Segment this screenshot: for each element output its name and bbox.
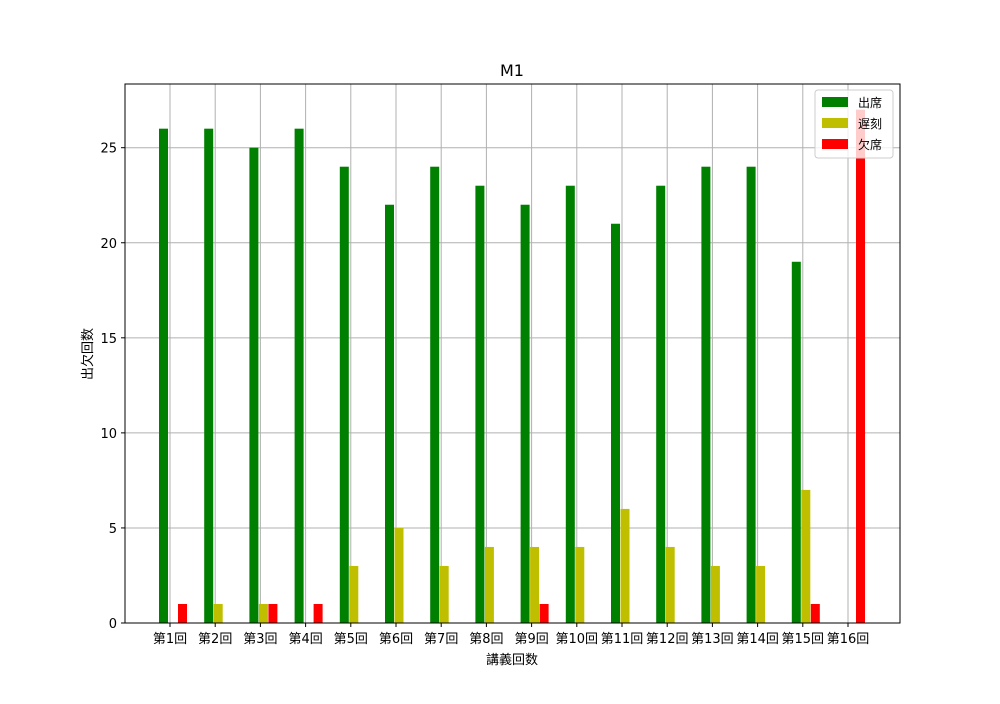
y-tick-label: 25 [100,142,117,157]
bar [575,546,585,623]
legend-swatch [822,118,848,128]
y-tick-label: 20 [100,237,117,252]
chart-title: M1 [500,61,524,80]
x-tick-label: 第9回 [514,632,548,647]
x-tick-label: 第6回 [379,632,413,647]
x-tick-label: 第13回 [691,632,734,647]
y-tick-label: 10 [100,427,117,442]
bar [746,166,756,623]
x-tick-label: 第7回 [424,632,458,647]
bar [856,109,865,623]
bar [565,185,575,623]
bar [178,603,187,623]
bar [620,508,630,623]
x-tick-label: 第3回 [243,632,277,647]
x-tick-label: 第11回 [601,632,644,647]
grid-lines [125,84,900,624]
bar [394,527,404,623]
x-tick-label: 第1回 [153,632,187,647]
x-tick-label: 第2回 [198,632,232,647]
plot-frame [124,83,901,624]
bar [530,546,540,623]
bar [249,147,259,624]
x-tick-label: 第15回 [782,632,825,647]
legend-label: 遅刻 [858,117,882,131]
y-axis-label: 出欠回数 [80,328,96,380]
x-ticks: 第1回 第2回 第3回 第4回 第5回 第6回 第7回 第8回 第9回 第10回 第11回 第12回第… [153,623,869,647]
bar [349,565,359,623]
legend-swatch [822,97,848,107]
bar [611,223,620,624]
y-ticks: 0 5 10 15 20 25 [100,142,125,632]
bar [539,603,549,623]
bar [258,603,268,623]
x-tick-label: 第4回 [288,632,322,647]
x-axis-label: 講義回数 [486,652,538,668]
bar [701,166,711,623]
bar [710,565,720,623]
bars [159,109,865,624]
x-tick-label: 第12回 [646,632,689,647]
x-tick-label: 第8回 [469,632,503,647]
bar [656,185,666,623]
x-tick-label: 第16回 [827,632,870,647]
bar [756,565,766,623]
bar [268,603,278,623]
y-tick-label: 0 [109,617,117,632]
bar [665,546,675,623]
bar [204,128,214,623]
bar [439,565,449,623]
bar [159,128,168,623]
x-tick-label: 第10回 [556,632,599,647]
bar [213,603,223,623]
bar [791,261,801,623]
bar [294,128,304,623]
bar [484,546,494,623]
y-tick-label: 5 [109,522,117,537]
bar [339,166,349,623]
bar [313,603,323,623]
bar [520,204,530,623]
x-tick-label: 第14回 [736,632,779,647]
x-tick-label: 第5回 [334,632,368,647]
bar [430,166,440,623]
legend-swatch [822,139,848,149]
y-tick-label: 15 [100,332,117,347]
bar [810,603,820,623]
legend-label: 欠席 [858,137,882,152]
bar [475,185,485,623]
bar [385,204,394,623]
legend-label: 出席 [858,95,882,110]
bar [801,489,811,623]
